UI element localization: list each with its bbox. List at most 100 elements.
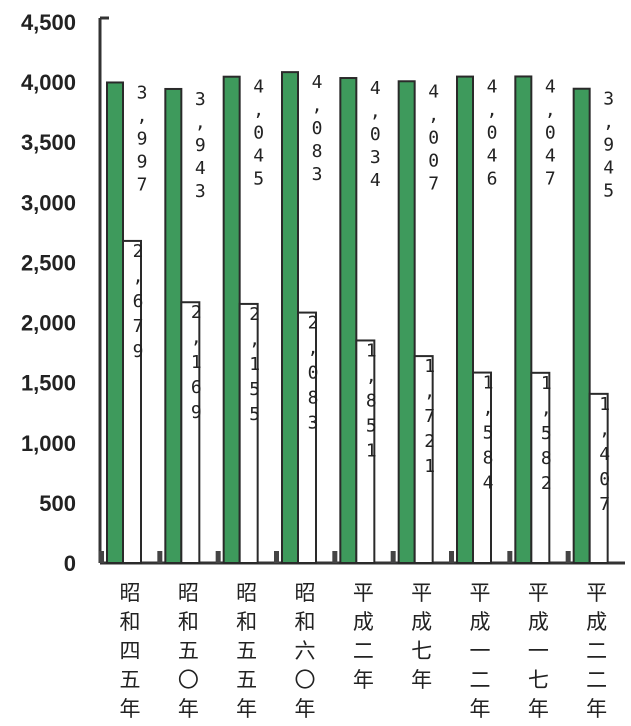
value-labels: 3,9972,6793,9432,1694,0452,1554,0832,083… [133,72,615,515]
category-label-char: 昭 [120,581,141,605]
value-label-char: 4 [253,77,264,98]
value-label-char: 3 [195,89,206,110]
bar-white [530,371,551,564]
value-label-char: 3 [312,164,323,185]
value-label-char: 6 [133,291,144,312]
y-tick-label: 500 [39,491,76,516]
bar-white [122,239,142,565]
category-label-char: 昭 [236,581,257,605]
value-label-char: , [370,101,381,122]
value-label-char: 3 [370,147,381,168]
value-label-char: 2 [191,302,202,323]
bar-white [355,339,376,564]
value-label-char: , [312,95,323,116]
value-label-char: 5 [483,423,494,444]
value-label-char: 4 [253,146,264,167]
category-label-char: 和 [178,610,199,634]
value-label-char: 8 [366,390,377,411]
value-label-char: 2 [424,431,435,452]
category-label-char: 年 [120,697,141,721]
bar-green [339,77,358,564]
category-label-char: 五 [178,639,199,663]
value-label-char: 2 [133,241,144,262]
bar-white [413,355,434,565]
bar-green [456,75,474,564]
value-label-char: , [191,327,202,348]
category-label-char: 昭 [295,581,316,605]
value-label-char: 0 [370,124,381,145]
value-label-char: 0 [428,150,439,171]
value-label-char: 4 [487,77,498,98]
category-label-char: 年 [586,697,607,721]
category-label-char: 成 [353,610,374,634]
value-label-char: 0 [308,363,319,384]
value-label-char: 4 [483,473,494,494]
value-label-char: 4 [428,81,439,102]
bar-green [514,75,533,564]
value-label-char: 1 [541,373,552,394]
value-label-char: 5 [249,379,260,400]
category-label-char: 平 [353,581,374,605]
category-label-char: 昭 [178,581,199,605]
value-label-char: , [424,381,435,402]
value-label-char: 7 [137,174,148,195]
category-label-char: 年 [178,697,199,721]
value-label-char: 6 [191,377,202,398]
y-tick-label: 4,000 [21,70,76,95]
value-label-char: 4 [370,170,381,191]
value-label-char: 5 [603,181,614,202]
value-label-char: 1 [249,354,260,375]
y-tick-label: 0 [64,551,76,576]
y-tick-label: 1,500 [21,371,76,396]
value-label-char: 5 [253,169,264,190]
category-label-char: 二 [586,639,607,663]
category-label-char: 五 [236,668,257,692]
value-label-char: 8 [312,141,323,162]
bar-white [588,392,609,564]
value-label-char: , [603,112,614,133]
slot-marker [157,551,163,563]
slot-marker [507,551,513,563]
category-label-char: 七 [528,668,549,692]
value-label-char: 1 [366,340,377,361]
category-label-char: 和 [120,610,141,634]
value-label-char: 1 [483,373,494,394]
bar-green [281,71,299,565]
bar-green [222,75,241,564]
category-label-char: 一 [528,639,549,663]
value-label-char: , [195,112,206,133]
slot-marker [274,551,279,563]
value-label-char: , [133,266,144,287]
chart-bars [99,71,609,565]
value-label-char: , [249,329,260,350]
value-label-char: 7 [545,168,556,189]
value-label-char: 4 [545,76,556,97]
y-tick-label: 4,500 [21,10,76,35]
value-label-char: 7 [599,494,610,515]
category-label-char: 和 [295,610,316,634]
slot-marker [565,551,571,563]
slot-marker [332,551,338,563]
value-label-char: 9 [137,151,148,172]
category-label-char: 年 [470,697,491,721]
value-label-char: 0 [253,123,264,144]
bar-white [472,371,492,564]
category-label-char: 〇 [178,668,199,692]
value-label-char: 8 [541,448,552,469]
value-label-char: 7 [428,173,439,194]
value-label-char: 2 [308,313,319,334]
category-label-char: 二 [470,668,491,692]
value-label-char: 4 [487,146,498,167]
y-tick-label: 2,500 [21,250,76,275]
value-label-char: 1 [191,352,202,373]
value-label-char: 5 [366,415,377,436]
value-label-char: 7 [424,406,435,427]
slot-marker [390,551,396,563]
category-label-char: 一 [470,639,491,663]
value-label-char: 1 [599,394,610,415]
value-label-char: 4 [599,444,610,465]
category-label-char: 成 [586,610,607,634]
value-label-char: , [253,100,264,121]
value-label-char: 5 [249,404,260,425]
